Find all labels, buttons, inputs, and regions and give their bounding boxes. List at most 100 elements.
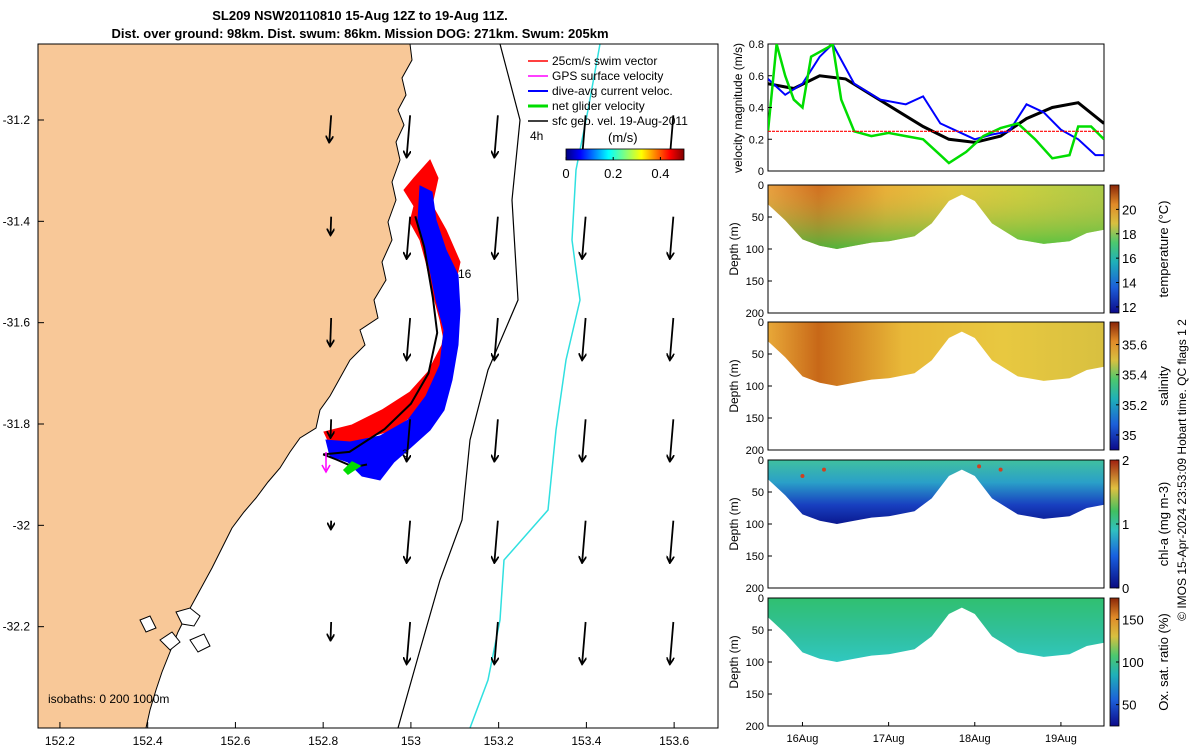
depth-tick: 200 [746, 308, 764, 320]
credit-text: © IMOS 15-Apr-2024 23:53:09 Hobart time.… [1175, 319, 1189, 621]
depth-axis-label: Depth (m) [727, 635, 741, 688]
colorbar-tick: 50 [1122, 698, 1136, 713]
velocity-panel: 0 0.2 0.4 0.6 0.8 velocity magnitude (m/s) [731, 39, 1105, 178]
annotation-16: 16 [458, 267, 472, 281]
geo-velocity-arrow [494, 317, 497, 359]
geo-velocity-arrow [331, 621, 332, 640]
depth-tick: 50 [752, 212, 764, 224]
map-y-tick-label: -32 [13, 518, 31, 532]
annotation-3: 3 [402, 448, 408, 460]
geo-velocity-arrow [494, 520, 497, 562]
depth-axis-label: Depth (m) [727, 222, 741, 275]
date-tick: 16Aug [787, 733, 819, 745]
depth-tick: 100 [746, 244, 764, 256]
geo-velocity-arrow [330, 317, 331, 346]
depth-tick: 100 [746, 381, 764, 393]
map-colorbar-label: (m/s) [608, 130, 638, 145]
date-tick: 17Aug [873, 733, 905, 745]
depth-tick: 200 [746, 721, 764, 733]
colorbar-tick: 1 [1122, 517, 1129, 532]
figure-title-line1: SL209 NSW20110810 15-Aug 12Z to 19-Aug 1… [212, 8, 508, 23]
map-x-tick-label: 152.2 [45, 734, 75, 748]
geo-velocity-arrow [582, 520, 585, 562]
colorbar-tick: 16 [1122, 251, 1136, 266]
date-axis: 16Aug 17Aug 18Aug 19Aug [787, 722, 1077, 745]
temperature-panel: 0 50 100 150 200 Depth (m) 12 14 16 18 20 temperatu… [727, 180, 1171, 320]
map-x-tick-label: 153.2 [484, 734, 514, 748]
geo-velocity-arrow [407, 317, 410, 359]
geo-velocity-arrow [670, 520, 673, 562]
isobaths-label: isobaths: 0 200 1000m [48, 692, 169, 706]
colorbar-label: temperature (°C) [1156, 201, 1171, 298]
colorbar-label: Ox. sat. ratio (%) [1156, 613, 1171, 711]
track-map: 4h 16 3 isobaths: 0 200 1000m 152.2 152.4… [3, 43, 719, 748]
velocity-series-0 [768, 74, 1104, 144]
colorbar-tick: 2 [1122, 453, 1129, 468]
colorbar-tick: 150 [1122, 612, 1144, 627]
chla-high-point [822, 467, 826, 472]
depth-tick: 100 [746, 519, 764, 531]
map-x-tick-label: 153 [401, 734, 421, 748]
map-x-tick-label: 153.4 [571, 734, 601, 748]
depth-tick: 50 [752, 349, 764, 361]
chla-high-point [977, 464, 982, 469]
colorbar-label: chl-a (mg m-3) [1156, 482, 1171, 567]
geo-velocity-arrow [407, 520, 410, 562]
section-field [768, 598, 1104, 662]
colorbar-tick: 100 [1122, 655, 1144, 670]
date-tick: 18Aug [959, 733, 991, 745]
velocity-y-tick: 0.4 [749, 103, 764, 115]
geo-velocity-arrow [407, 621, 410, 663]
map-y-tick-label: -32.2 [3, 620, 31, 634]
velocity-series-1 [768, 44, 1104, 157]
geo-velocity-arrow [582, 317, 585, 359]
map-y-tick-label: -31.6 [3, 316, 31, 330]
geo-velocity-arrow [407, 419, 410, 460]
depth-tick: 0 [758, 180, 764, 192]
map-x-tick-label: 153.6 [659, 734, 689, 748]
net-velocity-green [342, 461, 362, 475]
glider-track [322, 216, 439, 469]
legend-swim-vector: 25cm/s swim vector [552, 54, 657, 68]
map-colorbar-tick: 0 [562, 166, 569, 181]
colorbar-tick: 0 [1122, 581, 1129, 596]
map-y-tick-label: -31.2 [3, 113, 31, 127]
section-field [768, 460, 1104, 524]
oxygen-panel: 0 50 100 150 200 Depth (m) 50 100 150 Ox. sat. ra… [727, 593, 1171, 733]
depth-tick: 0 [758, 455, 764, 467]
depth-tick: 50 [752, 625, 764, 637]
geo-velocity-vectors [329, 115, 673, 663]
depth-tick: 200 [746, 583, 764, 595]
colorbar-tick: 20 [1122, 202, 1136, 217]
velocity-y-tick: 0.2 [749, 134, 764, 146]
colorbar-tick: 14 [1122, 276, 1136, 291]
geo-velocity-arrow [494, 621, 497, 663]
map-frame [37, 43, 719, 729]
coastline-land [38, 44, 413, 728]
map-y-tick-label: -31.4 [3, 214, 31, 228]
velocity-series-2 [768, 44, 1104, 165]
velocity-y-tick: 0.6 [749, 71, 764, 83]
legend-net-velocity: net glider velocity [552, 99, 645, 113]
depth-axis-label: Depth (m) [727, 497, 741, 550]
colorbar-tick: 35 [1122, 428, 1136, 443]
map-legend: 25cm/s swim vector GPS surface velocity … [528, 54, 688, 128]
section-colorbar [1109, 184, 1120, 314]
map-x-tick-label: 152.6 [220, 734, 250, 748]
geo-velocity-arrow [494, 419, 497, 460]
map-y-axis: -31.2 -31.4 -31.6 -31.8 -32 -32.2 [3, 113, 44, 634]
depth-tick: 0 [758, 317, 764, 329]
legend-current-velocity: dive-avg current veloc. [552, 84, 673, 98]
geo-velocity-arrow [670, 621, 673, 663]
depth-tick: 50 [752, 487, 764, 499]
depth-tick: 150 [746, 413, 764, 425]
depth-tick: 150 [746, 551, 764, 563]
legend-geo-velocity: sfc geo. vel. 19-Aug-2011 [552, 114, 688, 128]
geo-velocity-arrow [670, 419, 673, 460]
figure-title-line2: Dist. over ground: 98km. Dist. swum: 86k… [111, 26, 609, 41]
map-x-axis: 152.2 152.4 152.6 152.8 153 153.2 153.4 153.6 [45, 722, 689, 748]
geo-velocity-arrow [670, 317, 673, 359]
geo-velocity-arrow [582, 621, 585, 663]
estuary-islands [139, 607, 211, 653]
velocity-y-tick: 0.8 [749, 39, 764, 51]
